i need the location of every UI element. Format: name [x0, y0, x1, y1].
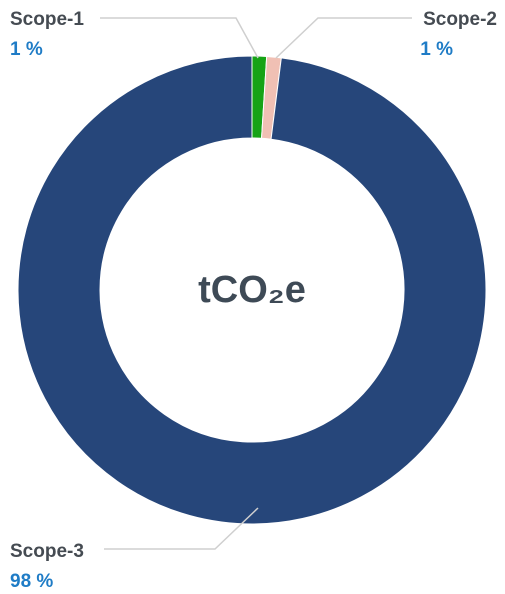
- legend-label: Scope-1: [10, 9, 84, 30]
- legend-label: Scope-2: [423, 9, 497, 30]
- legend-label: Scope-3: [10, 541, 84, 562]
- center-label: tCO₂e: [198, 269, 306, 311]
- value-label: 1 %: [420, 39, 453, 60]
- leader-line: [275, 17, 412, 59]
- donut-segment: [17, 55, 487, 525]
- value-label: 1 %: [10, 39, 43, 60]
- leader-line: [104, 507, 259, 550]
- leader-line: [100, 17, 259, 59]
- value-label: 98 %: [10, 571, 53, 592]
